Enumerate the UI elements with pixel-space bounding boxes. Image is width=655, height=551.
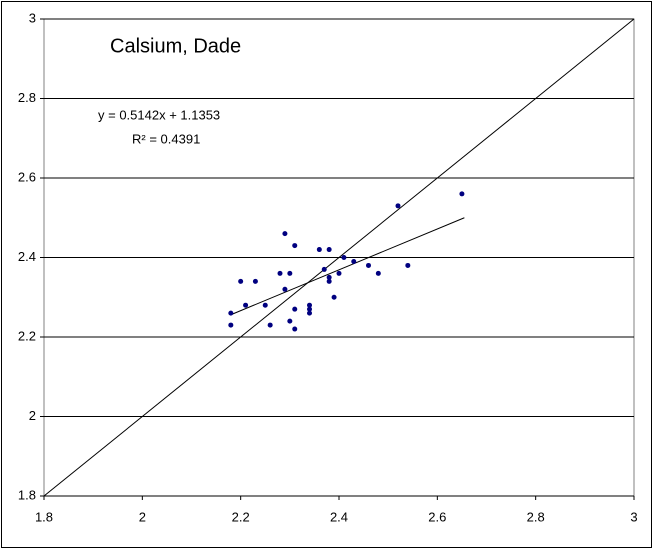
point — [292, 243, 298, 249]
y-tick-label: 2.8 — [18, 90, 36, 105]
point — [238, 278, 244, 284]
point — [336, 270, 342, 276]
point — [326, 278, 332, 284]
point — [341, 255, 347, 260]
point — [228, 310, 234, 316]
r-squared: R² = 0.4391 — [132, 131, 200, 146]
trendline — [230, 217, 465, 316]
x-tick-label: 2.6 — [428, 509, 446, 524]
y-tick-label: 2.2 — [18, 328, 36, 343]
point — [277, 270, 283, 276]
y-tick-label: 2.4 — [18, 249, 36, 264]
point — [395, 203, 401, 209]
x-tick-label: 1.8 — [35, 509, 53, 524]
point — [331, 294, 337, 300]
point — [326, 247, 332, 253]
point — [262, 302, 268, 308]
point — [307, 310, 312, 316]
reference-line — [43, 18, 635, 497]
y-tick-label: 3 — [29, 10, 36, 25]
y-tick-label: 2.6 — [18, 169, 36, 184]
point — [252, 278, 258, 284]
point — [292, 306, 298, 312]
point — [326, 274, 332, 280]
x-tick-label: 3 — [630, 509, 637, 524]
point — [287, 270, 293, 276]
point — [292, 326, 298, 332]
point — [405, 262, 411, 268]
point — [459, 191, 465, 197]
point — [321, 266, 327, 272]
y-tick-label: 1.8 — [18, 487, 36, 502]
point — [351, 258, 357, 264]
point — [282, 231, 288, 237]
point — [375, 270, 381, 276]
x-tick-label: 2.4 — [330, 509, 348, 524]
x-tick-label: 2 — [139, 509, 146, 524]
point — [287, 318, 293, 324]
x-tick-label: 2.8 — [527, 509, 545, 524]
equation: y = 0.5142x + 1.1353 — [98, 107, 220, 122]
chart-title: Calsium, Dade — [110, 35, 241, 57]
x-tick-label: 2.2 — [232, 509, 250, 524]
point — [307, 302, 312, 308]
point — [366, 262, 371, 268]
point — [267, 322, 273, 328]
point — [228, 322, 234, 328]
point — [307, 306, 312, 312]
point — [282, 286, 288, 292]
y-tick-label: 2 — [29, 408, 36, 423]
point — [243, 302, 249, 308]
point — [316, 247, 322, 253]
